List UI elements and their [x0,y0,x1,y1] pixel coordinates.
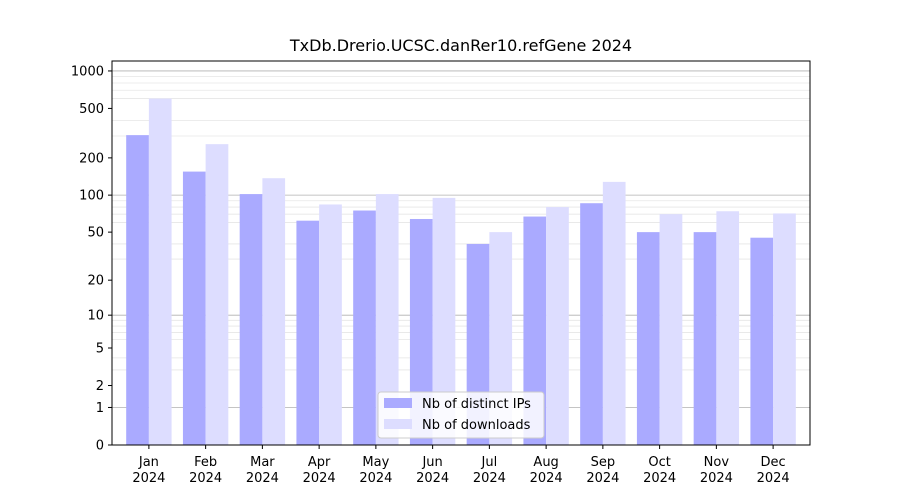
y-tick-label: 50 [87,226,104,241]
x-tick-label-jan: Jan [138,455,159,470]
x-tick-label-jun: Jun [421,455,442,470]
bar-downloads-apr [319,204,342,445]
x-tick-sublabel: 2024 [246,471,279,486]
x-tick-sublabel: 2024 [586,471,619,486]
y-tick-label: 10 [87,309,104,324]
legend-swatch [384,419,412,429]
x-tick-label-oct: Oct [648,455,670,470]
legend-label: Nb of distinct IPs [422,397,531,412]
bar-ips-dec [750,237,774,445]
x-tick-sublabel: 2024 [303,471,336,486]
x-tick-label-feb: Feb [194,455,217,470]
bar-ips-sep [580,203,603,445]
legend-label: Nb of downloads [422,418,531,433]
bar-downloads-mar [262,178,286,446]
x-tick-label-aug: Aug [533,455,558,470]
x-tick-sublabel: 2024 [530,471,563,486]
x-tick-sublabel: 2024 [643,471,676,486]
y-tick-label: 200 [79,151,104,166]
chart-title: TxDb.Drerio.UCSC.danRer10.refGene 2024 [289,36,632,55]
bar-ips-feb [182,171,206,446]
x-tick-sublabel: 2024 [700,471,733,486]
x-tick-sublabel: 2024 [757,471,790,486]
bar-ips-aug [523,216,547,445]
x-tick-sublabel: 2024 [416,471,449,486]
bar-downloads-feb [205,144,229,445]
bar-downloads-nov [716,211,740,445]
bar-ips-mar [239,194,263,445]
y-tick-label: 1000 [71,64,104,79]
bar-downloads-sep [602,181,626,446]
x-tick-sublabel: 2024 [132,471,165,486]
y-tick-label: 500 [79,102,104,117]
bar-ips-apr [296,220,320,445]
bar-ips-oct [636,232,660,445]
x-tick-sublabel: 2024 [189,471,222,486]
axes: 01251020501002005001000Jan2024Feb2024Mar… [71,60,811,486]
x-tick-label-mar: Mar [250,455,275,470]
bar-downloads-oct [659,214,683,445]
bar-downloads-jan [148,98,172,445]
bar-downloads-may [375,194,399,445]
x-tick-label-jul: Jul [481,455,498,470]
bar-downloads-dec [773,213,796,445]
x-tick-sublabel: 2024 [473,471,506,486]
plot-frame [111,60,811,446]
y-tick-label: 100 [79,189,104,204]
x-tick-sublabel: 2024 [359,471,392,486]
y-tick-label: 20 [87,274,104,289]
bar-ips-may [353,210,376,445]
bar-ips-nov [693,232,717,445]
bar-ips-jun [409,218,433,445]
x-tick-label-nov: Nov [704,455,730,470]
legend: Nb of distinct IPs Nb of downloads [377,391,545,439]
bar-ips-jan [126,135,149,446]
y-tick-label: 1 [96,401,104,416]
bar-downloads-jun [432,197,456,445]
x-tick-label-sep: Sep [591,455,616,470]
y-tick-label: 2 [96,379,104,394]
x-tick-label-apr: Apr [308,455,331,470]
y-tick-label: 5 [96,341,104,356]
bar-downloads-aug [546,207,569,445]
legend-swatch [384,398,412,408]
y-tick-label: 0 [96,439,104,454]
legend-box [377,391,545,439]
x-tick-label-may: May [362,455,389,470]
x-tick-label-dec: Dec [761,455,786,470]
